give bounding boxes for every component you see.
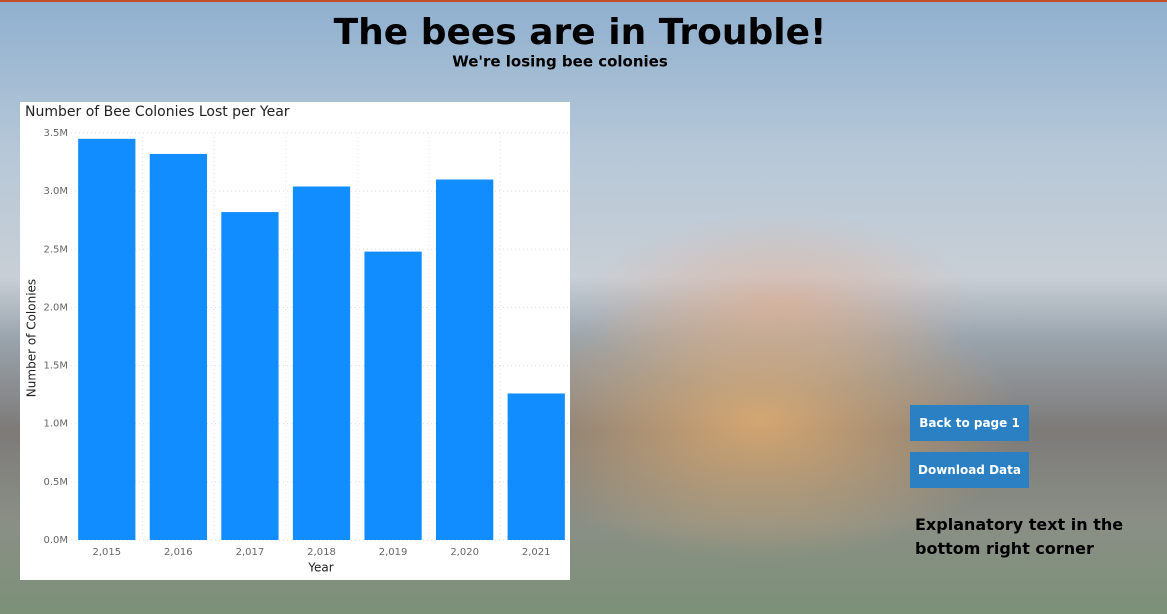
- bar: [364, 251, 422, 540]
- y-tick-label: 0.5M: [43, 477, 68, 488]
- y-tick-label: 1.5M: [43, 361, 68, 372]
- bar: [78, 138, 136, 541]
- x-tick-label: 2,015: [92, 547, 121, 558]
- y-axis-label: Number of Colonies: [25, 279, 39, 397]
- explanatory-text: Explanatory text in the bottom right cor…: [915, 515, 1124, 558]
- y-tick-label: 3.0M: [43, 186, 68, 197]
- x-tick-label: 2,019: [379, 547, 408, 558]
- page-title: The bees are in Trouble!: [334, 12, 827, 53]
- y-tick-label: 0.0M: [43, 535, 68, 546]
- y-tick-label: 3.5M: [43, 128, 68, 139]
- x-tick-label: 2,017: [236, 547, 265, 558]
- x-axis-label: Year: [307, 561, 333, 575]
- y-tick-label: 2.0M: [43, 302, 68, 313]
- bar: [149, 153, 207, 540]
- download-button[interactable]: Download Data: [910, 452, 1029, 488]
- bar: [292, 186, 351, 540]
- back-button[interactable]: Back to page 1: [910, 405, 1029, 441]
- bar: [436, 179, 494, 540]
- x-tick-label: 2,018: [307, 547, 336, 558]
- x-tick-label: 2,021: [522, 547, 551, 558]
- bar: [507, 393, 565, 540]
- x-tick-label: 2,020: [450, 547, 479, 558]
- page-subtitle: We're losing bee colonies: [452, 53, 668, 71]
- y-tick-label: 2.5M: [43, 244, 68, 255]
- x-tick-label: 2,016: [164, 547, 193, 558]
- y-tick-label: 1.0M: [43, 419, 68, 430]
- chart-title: Number of Bee Colonies Lost per Year: [25, 104, 290, 120]
- bar: [221, 212, 279, 540]
